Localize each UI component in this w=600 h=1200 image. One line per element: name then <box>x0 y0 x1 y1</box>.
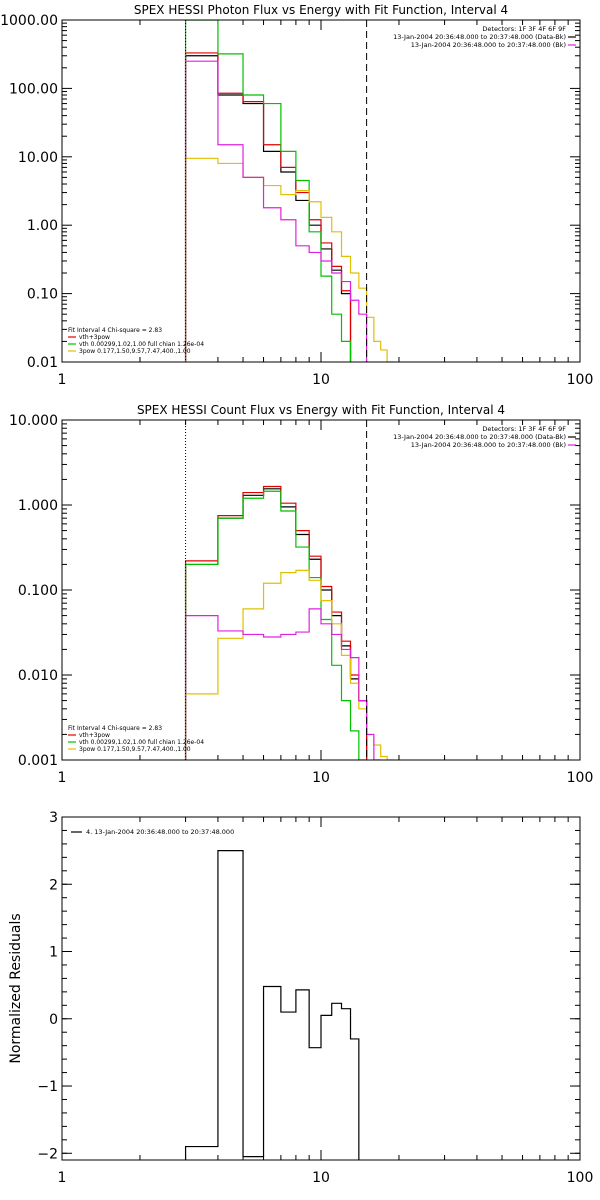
detector-info-line: 13-Jan-2004 20:36:48.000 to 20:37:48.000… <box>411 441 566 449</box>
x-tick-label: 100 <box>567 372 594 388</box>
photon-flux-panel: SPEX HESSI Photon Flux vs Energy with Fi… <box>0 3 593 388</box>
chart-title: SPEX HESSI Count Flux vs Energy with Fit… <box>137 403 505 417</box>
series-line-4-13-jan-2004-20-36-48-000-to-20-37-48-000 <box>184 850 360 1160</box>
fit-legend-text: vth+3pow <box>79 334 110 341</box>
x-tick-label: 10 <box>312 372 330 388</box>
detector-info-line: 13-Jan-2004 20:36:48.000 to 20:37:48.000… <box>393 433 566 441</box>
y-tick-label: 0.001 <box>18 753 58 769</box>
y-axis-label: Normalized Residuals <box>8 913 24 1063</box>
fit-legend-text: vth 0.00299,1.02,1.00 full chian 1.26e-0… <box>79 739 204 746</box>
y-tick-label: 0.010 <box>18 668 58 684</box>
detector-info-line: Detectors: 1F 3F 4F 6F 9F <box>482 25 566 33</box>
y-tick-label: 0.100 <box>18 583 58 599</box>
y-tick-label: 1.000 <box>18 498 58 514</box>
fit-legend-text: vth 0.00299,1.02,1.00 full chian 1.26e-0… <box>79 341 204 348</box>
series-line-vth <box>184 490 368 760</box>
fit-legend-text: Fit Interval 4 Chi-square = 2.83 <box>68 725 162 732</box>
fit-legend-text: 3pow 0.177,1.50,9.57,7.47,400.,1.00 <box>79 746 191 753</box>
y-tick-label: 0 <box>49 1012 58 1028</box>
x-tick-label: 1 <box>58 372 67 388</box>
y-tick-label: 0.10 <box>27 287 58 303</box>
fit-legend-text: Fit Interval 4 Chi-square = 2.83 <box>68 327 162 334</box>
x-tick-label: 1 <box>58 1170 67 1186</box>
detector-info-line: 13-Jan-2004 20:36:48.000 to 20:37:48.000… <box>411 41 566 49</box>
y-tick-label: −1 <box>37 1079 58 1095</box>
y-tick-label: 1000.00 <box>0 13 58 29</box>
series-line-3pow <box>184 569 394 760</box>
series-line-vth <box>184 20 352 362</box>
x-tick-label: 10 <box>312 1170 330 1186</box>
plot-frame <box>61 419 581 761</box>
plot-frame <box>61 19 581 363</box>
count-flux-panel: SPEX HESSI Count Flux vs Energy with Fit… <box>9 403 593 786</box>
y-tick-label: 1 <box>49 945 58 961</box>
x-tick-label: 100 <box>567 770 594 786</box>
series-line-vth-3pow <box>184 485 368 760</box>
detector-info-line: Detectors: 1F 3F 4F 6F 9F <box>482 425 566 433</box>
y-tick-label: 1.00 <box>27 218 58 234</box>
x-tick-label: 10 <box>312 770 330 786</box>
series-line-data-bk <box>184 55 352 362</box>
series-line-bk <box>184 60 368 362</box>
y-tick-label: 3 <box>49 810 58 826</box>
detector-info-line: 13-Jan-2004 20:36:48.000 to 20:37:48.000… <box>393 33 566 41</box>
y-tick-label: 0.01 <box>27 355 58 371</box>
y-tick-label: 2 <box>49 877 58 893</box>
fit-legend-text: vth+3pow <box>79 732 110 739</box>
plot-frame <box>61 816 581 1161</box>
x-tick-label: 100 <box>567 1170 594 1186</box>
x-tick-label: 1 <box>58 770 67 786</box>
y-tick-label: 10.00 <box>18 150 58 166</box>
fit-legend-text: 3pow 0.177,1.50,9.57,7.47,400.,1.00 <box>79 348 191 355</box>
chart-title: SPEX HESSI Photon Flux vs Energy with Fi… <box>134 3 508 17</box>
residuals-panel: 1 10 100 −2 −1 0 1 2 3 Normalized Residuals 4. 13-… <box>8 810 593 1186</box>
y-tick-label: 100.00 <box>9 81 58 97</box>
y-tick-label: 10.000 <box>9 413 58 429</box>
y-tick-label: −2 <box>37 1146 58 1162</box>
legend-text: 4. 13-Jan-2004 20:36:48.000 to 20:37:48.… <box>86 828 234 836</box>
